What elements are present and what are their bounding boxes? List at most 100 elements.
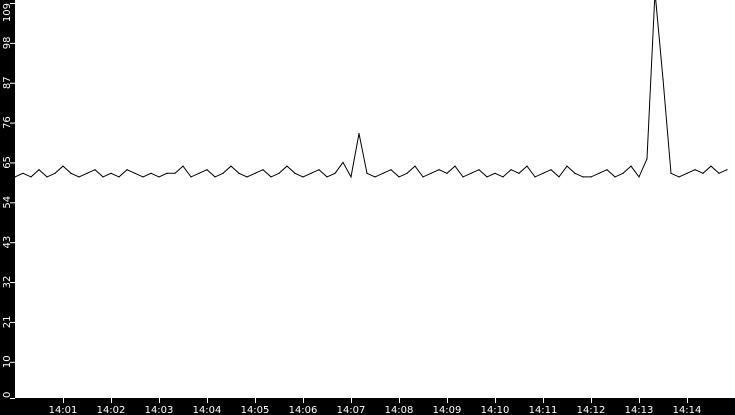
data-point [110, 172, 112, 174]
data-point [62, 165, 64, 167]
data-point [198, 172, 200, 174]
y-tick-label: 65 [2, 156, 13, 169]
data-point [622, 172, 624, 174]
x-tick-label: 14:03 [145, 405, 174, 415]
data-point [15, 176, 16, 178]
data-point [726, 169, 728, 171]
y-tick-label: 109 [2, 3, 13, 22]
data-point [238, 172, 240, 174]
data-point [462, 176, 464, 178]
x-tick-label: 14:09 [433, 405, 462, 415]
data-point [190, 176, 192, 178]
data-point [550, 169, 552, 171]
x-tick-label: 14:04 [193, 405, 222, 415]
data-point [670, 172, 672, 174]
data-point [422, 176, 424, 178]
data-point [302, 176, 304, 178]
x-tick-label: 14:05 [241, 405, 270, 415]
data-point [678, 176, 680, 178]
data-point [454, 165, 456, 167]
x-tick-label: 14:10 [481, 405, 510, 415]
data-point [318, 169, 320, 171]
data-point [406, 172, 408, 174]
data-point [718, 172, 720, 174]
data-point [414, 165, 416, 167]
data-point [270, 176, 272, 178]
data-point [438, 169, 440, 171]
data-point [478, 169, 480, 171]
data-point [390, 169, 392, 171]
data-point [150, 172, 152, 174]
y-tick-label: 54 [2, 196, 13, 209]
data-point [606, 169, 608, 171]
data-point [158, 176, 160, 178]
data-point [694, 169, 696, 171]
y-tick-label: 10 [2, 355, 13, 368]
x-tick-label: 14:06 [289, 405, 318, 415]
data-point [38, 169, 40, 171]
data-point [222, 172, 224, 174]
data-point [246, 176, 248, 178]
data-point [94, 169, 96, 171]
y-tick-label: 87 [2, 76, 13, 89]
data-point [598, 172, 600, 174]
series-line [15, 0, 728, 179]
data-point [590, 176, 592, 178]
data-point [430, 172, 432, 174]
data-point [630, 165, 632, 167]
data-point [294, 172, 296, 174]
data-point [286, 165, 288, 167]
x-tick-label: 14:14 [673, 405, 702, 415]
data-point [182, 165, 184, 167]
x-tick-label: 14:12 [577, 405, 606, 415]
data-point [46, 176, 48, 178]
data-point [334, 172, 336, 174]
data-point [486, 176, 488, 178]
plot-area [15, 0, 735, 398]
data-point [638, 176, 640, 178]
data-point [494, 172, 496, 174]
data-point [502, 176, 504, 178]
y-tick-label: 0 [2, 392, 13, 398]
data-point [686, 172, 688, 174]
data-point [518, 172, 520, 174]
x-tick-label: 14:11 [529, 405, 558, 415]
x-axis: 14:01 14:02 14:03 14:04 14:05 14:06 14:07 14:08… [49, 398, 702, 415]
data-point [78, 176, 80, 178]
data-point [558, 176, 560, 178]
data-point [566, 165, 568, 167]
data-point [582, 176, 584, 178]
data-point [102, 176, 104, 178]
data-point [134, 172, 136, 174]
data-point [510, 169, 512, 171]
data-point [662, 78, 664, 80]
x-tick-label: 14:07 [337, 405, 366, 415]
data-point [542, 172, 544, 174]
data-point [470, 172, 472, 174]
data-point [262, 169, 264, 171]
data-point [646, 158, 648, 160]
x-tick-label: 14:08 [385, 405, 414, 415]
y-tick-label: 43 [2, 236, 13, 249]
x-tick-label: 14:02 [97, 405, 126, 415]
y-tick-label: 76 [2, 116, 13, 129]
data-point [574, 172, 576, 174]
data-point [30, 176, 32, 178]
data-point [358, 132, 360, 135]
data-point [366, 172, 368, 174]
data-point [142, 176, 144, 178]
data-point [446, 172, 448, 174]
data-point [710, 165, 712, 167]
y-tick-label: 21 [2, 316, 13, 329]
data-point [254, 172, 256, 174]
data-point [382, 172, 384, 174]
data-point [206, 169, 208, 171]
y-axis: 0 10 21 32 43 54 65 76 87 98 109 [2, 3, 15, 399]
data-point [174, 172, 176, 174]
x-tick-label: 14:13 [625, 405, 654, 415]
data-point [310, 172, 312, 174]
y-tick-label: 32 [2, 276, 13, 289]
data-point [86, 172, 88, 174]
data-point [166, 172, 168, 174]
